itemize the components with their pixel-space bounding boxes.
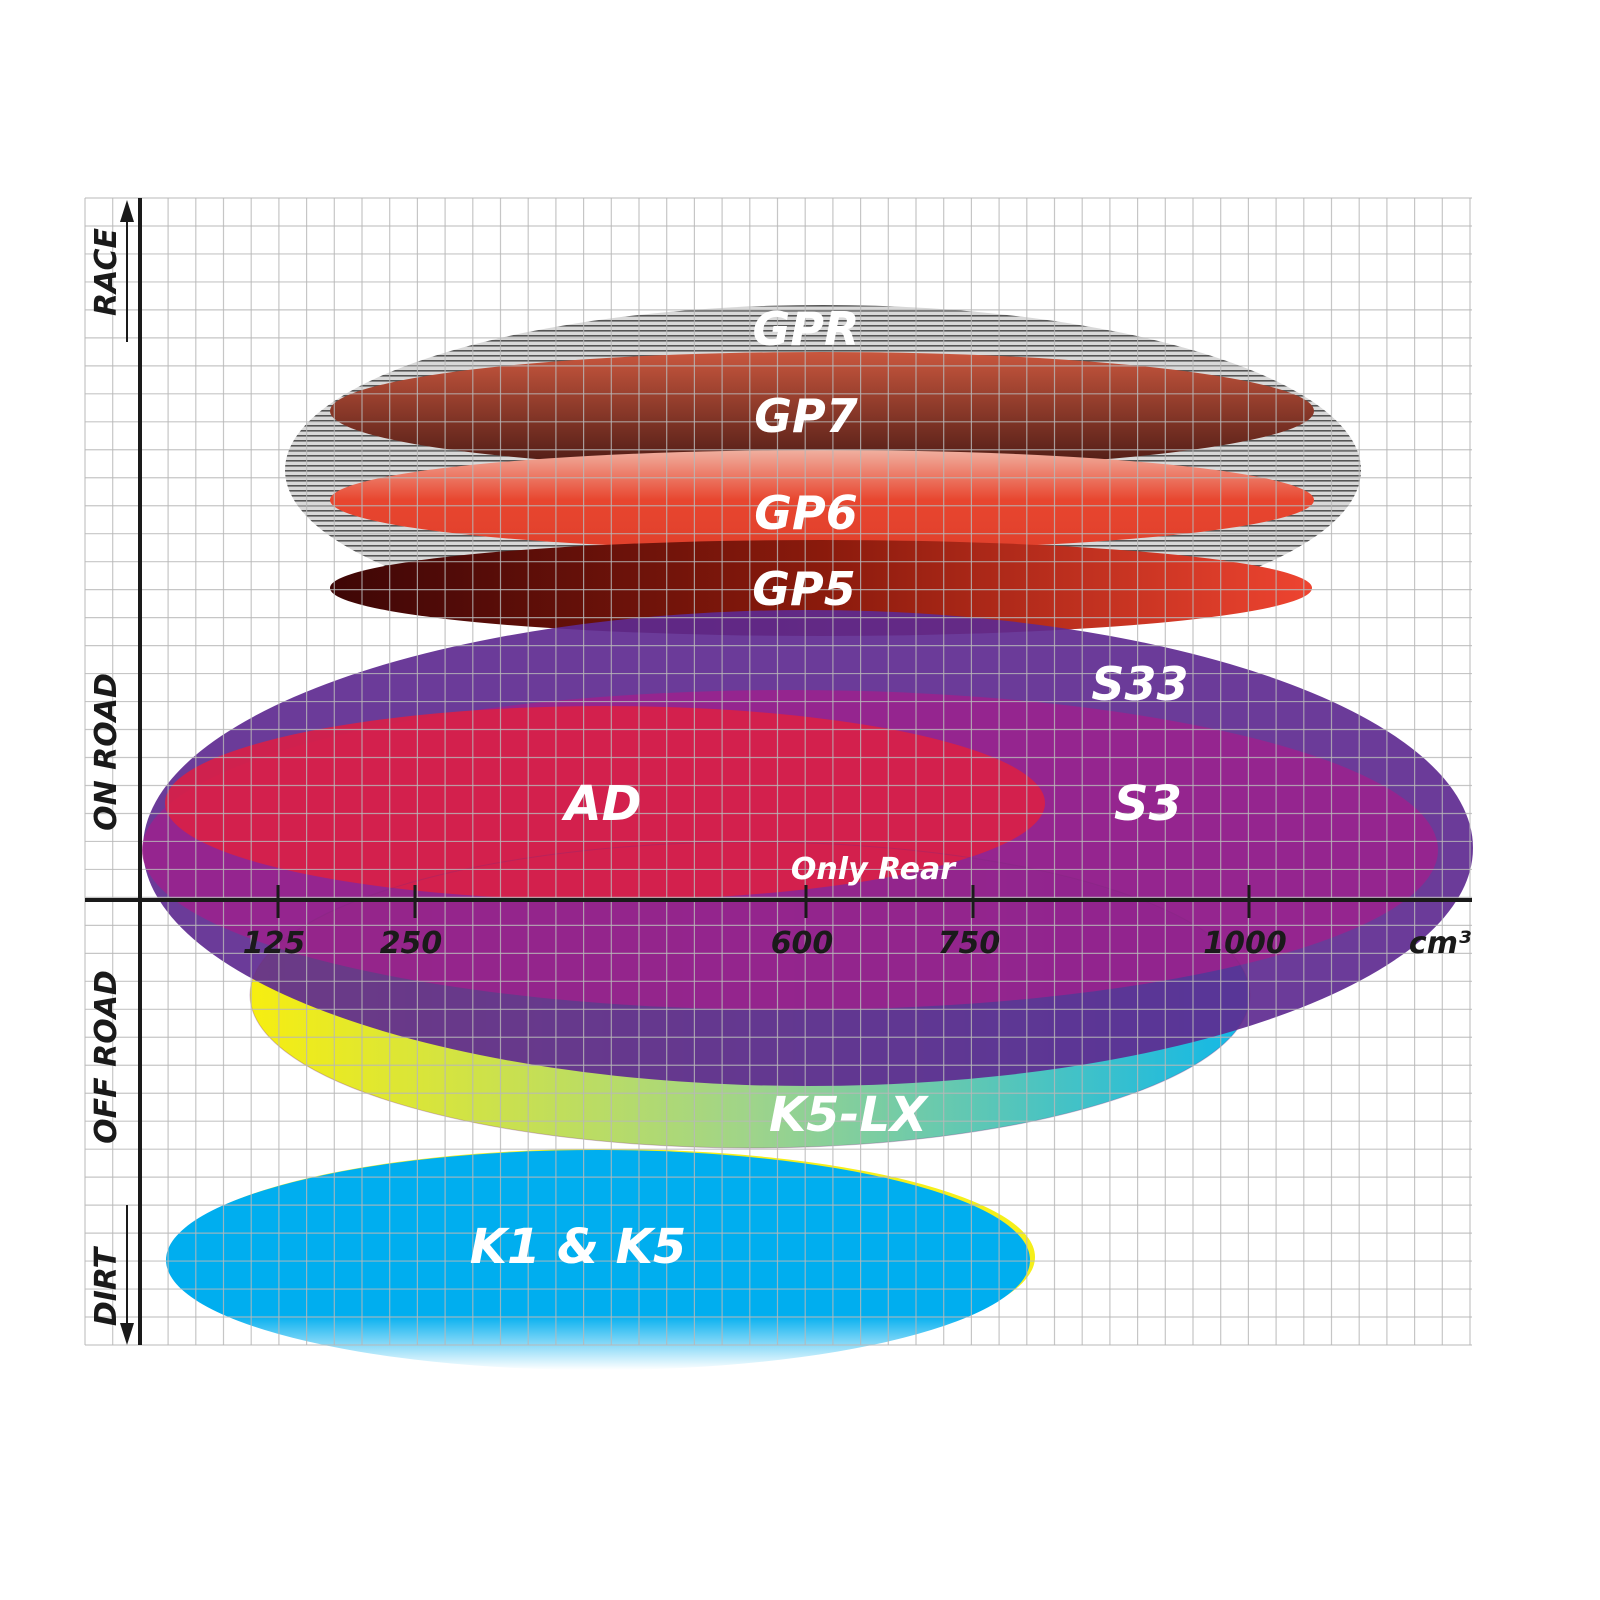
label-off-road: OFF ROAD xyxy=(89,970,124,1144)
gp6-region xyxy=(330,450,1314,550)
x-tick-label: 125 xyxy=(243,926,306,961)
label-gp5: GP5 xyxy=(752,562,855,616)
label-only-rear: Only Rear xyxy=(791,852,957,887)
label-s33: S33 xyxy=(1091,657,1188,711)
tire-labels: GPR GP7 GP6 GP5 S33 AD S3 Only Rear K5-L… xyxy=(470,302,1189,1275)
dirt-arrow-head-icon xyxy=(120,1323,134,1345)
axes xyxy=(85,198,1472,1345)
grid xyxy=(84,197,1472,1346)
label-on-road: ON ROAD xyxy=(89,673,124,831)
x-tick-label: 750 xyxy=(938,926,1001,961)
gp7-region xyxy=(330,352,1314,470)
label-gp6: GP6 xyxy=(754,486,857,540)
label-ad: AD xyxy=(561,776,642,832)
x-axis-unit: cm³ xyxy=(1409,926,1471,961)
label-s3: S3 xyxy=(1114,776,1182,832)
race-arrow-head-icon xyxy=(120,200,134,222)
label-race: RACE xyxy=(89,228,124,316)
x-tick-label: 250 xyxy=(380,926,443,961)
label-dirt: DIRT xyxy=(89,1245,124,1326)
gp5-region xyxy=(330,540,1312,636)
ad-region xyxy=(165,706,1045,900)
label-gpr: GPR xyxy=(753,302,860,356)
x-tick-label: 600 xyxy=(771,926,834,961)
label-k1k5: K1 & K5 xyxy=(470,1219,686,1275)
side-labels: RACE ON ROAD OFF ROAD DIRT xyxy=(89,228,124,1327)
x-tick-label: 1000 xyxy=(1203,926,1287,961)
label-k5lx: K5-LX xyxy=(769,1087,929,1143)
label-gp7: GP7 xyxy=(754,389,857,443)
